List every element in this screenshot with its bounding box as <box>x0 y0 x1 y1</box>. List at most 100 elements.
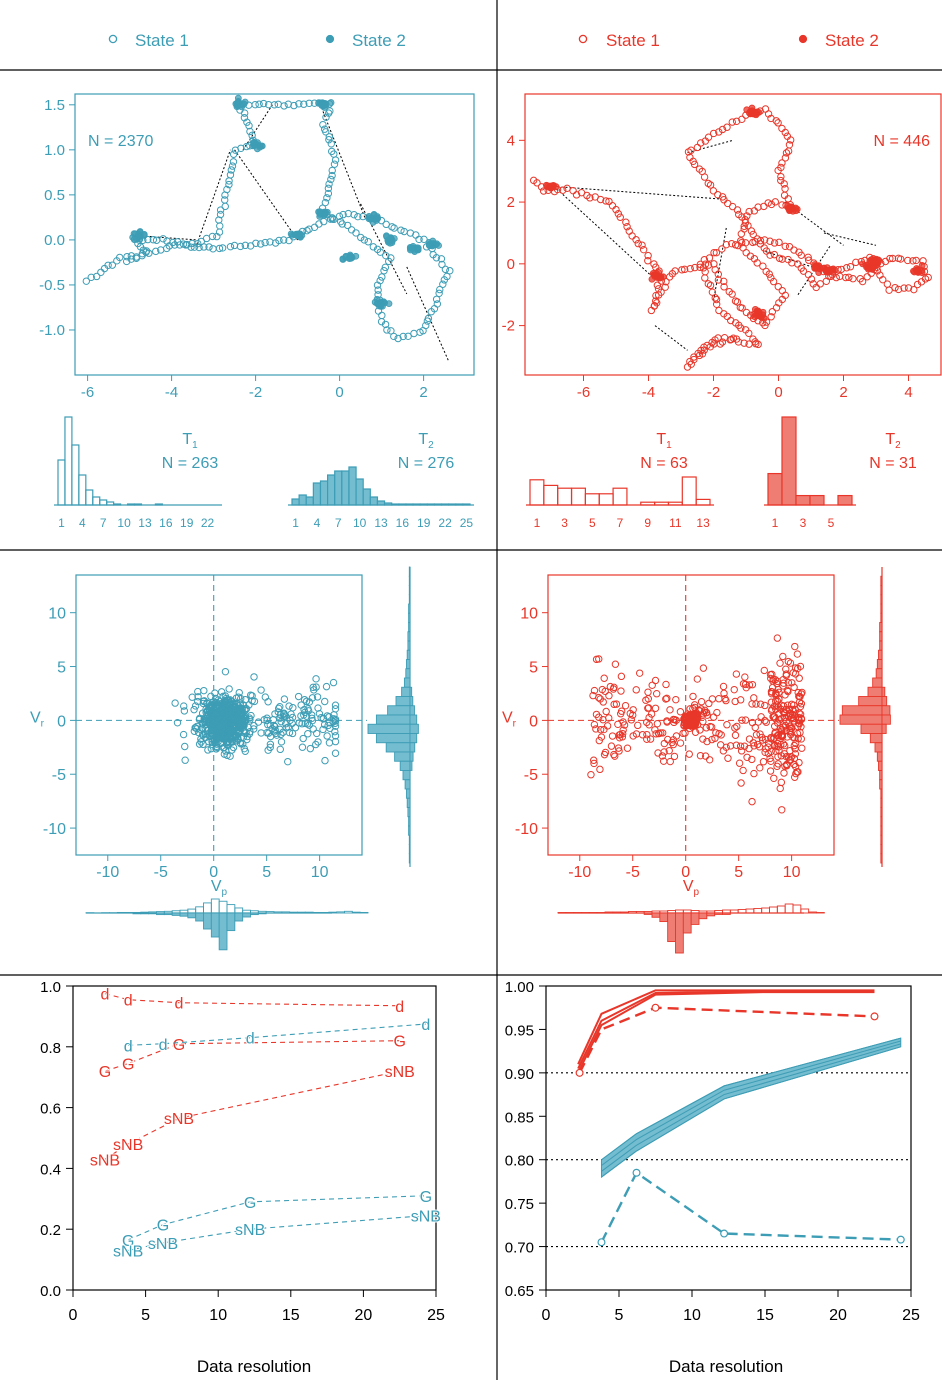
marginal-bar-right <box>881 696 888 707</box>
velocity-point <box>732 741 741 749</box>
x-tick-label: 0 <box>335 384 343 401</box>
marginal-bar-right <box>408 575 411 586</box>
track-point <box>400 227 408 236</box>
track-point <box>446 267 454 275</box>
velocity-point <box>276 703 284 711</box>
velocity-point <box>230 715 238 724</box>
series-point-label: sNB <box>113 1137 143 1154</box>
marginal-bar-right <box>409 760 413 771</box>
velocity-point <box>696 726 704 734</box>
y-tick-label: -5 <box>52 767 66 784</box>
velocity-point <box>720 689 728 698</box>
velocity-point <box>203 706 212 715</box>
velocity-point <box>309 725 317 733</box>
velocity-point <box>652 730 660 738</box>
velocity-point <box>615 747 623 755</box>
hist-bar <box>612 487 628 506</box>
velocity-point <box>211 718 219 726</box>
hist-tick-label: 25 <box>460 516 474 530</box>
track-jump <box>654 325 688 351</box>
track-point <box>836 272 844 281</box>
track-point <box>382 220 390 229</box>
velocity-point <box>785 705 794 713</box>
velocity-point <box>188 693 196 701</box>
velocity-point <box>204 719 213 728</box>
track-point <box>701 268 709 276</box>
velocity-point <box>229 717 237 725</box>
velocity-point <box>180 707 189 715</box>
track-point-state2 <box>433 240 441 248</box>
velocity-point <box>662 695 670 703</box>
velocity-point <box>723 721 731 729</box>
marginal-bar-right <box>408 585 411 596</box>
track-point <box>690 160 699 169</box>
hist-bar <box>369 496 379 506</box>
y-tick-label: 1.0 <box>40 979 61 996</box>
track-point <box>737 324 745 332</box>
track-point <box>322 128 330 136</box>
velocity-point <box>605 692 613 700</box>
track-point <box>709 129 718 138</box>
velocity-point <box>756 700 765 708</box>
marginal-bar-bottom <box>226 912 236 932</box>
track-point <box>443 272 451 281</box>
track-point <box>732 117 741 126</box>
track-point <box>176 241 184 249</box>
velocity-point <box>774 739 782 748</box>
velocity-point <box>797 723 805 731</box>
track-point <box>760 236 769 244</box>
x-tick-label: 10 <box>683 1307 701 1324</box>
velocity-point <box>708 735 716 744</box>
velocity-point <box>755 743 764 751</box>
velocity-point <box>197 738 205 746</box>
track-point <box>749 230 757 239</box>
x-tick-label: -6 <box>577 384 590 401</box>
track-point <box>300 100 308 108</box>
track-point <box>644 257 652 265</box>
velocity-point <box>280 695 289 703</box>
track-point <box>623 223 631 231</box>
track-point <box>767 313 775 321</box>
track-point <box>783 132 792 140</box>
track-point <box>328 166 336 175</box>
track-point <box>774 282 782 291</box>
series-line <box>128 1214 426 1252</box>
track-point <box>716 340 724 348</box>
marginal-bar-bottom <box>116 911 126 914</box>
x-tick-label: 15 <box>282 1307 300 1324</box>
marginal-bar-right <box>407 640 411 651</box>
velocity-point <box>738 716 746 724</box>
track-point <box>863 273 871 281</box>
y-tick-label: 1.5 <box>44 97 65 114</box>
velocity-point <box>781 741 789 750</box>
marginal-bar-bottom <box>596 912 606 914</box>
velocity-point <box>731 731 740 739</box>
velocity-point <box>273 731 281 739</box>
velocity-point <box>680 719 689 727</box>
velocity-point <box>615 734 624 742</box>
velocity-point <box>257 729 265 737</box>
track-point <box>138 251 146 260</box>
track-point <box>712 295 721 304</box>
velocity-point <box>703 737 711 746</box>
marginal-bar-bottom <box>753 908 763 914</box>
track-point <box>708 288 717 296</box>
velocity-point <box>237 723 245 731</box>
velocity-point <box>210 708 219 717</box>
velocity-point <box>794 688 802 697</box>
track-point <box>705 254 714 262</box>
series-line <box>577 991 875 1074</box>
marginal-bar-right <box>878 760 883 771</box>
velocity-point <box>691 703 699 712</box>
track-point <box>722 240 731 249</box>
marginal-bar-bottom <box>265 911 275 914</box>
marginal-bar-right <box>881 705 891 716</box>
plot-frame <box>524 93 942 376</box>
velocity-point <box>597 733 606 741</box>
velocity-point <box>304 705 312 713</box>
hist-bar <box>341 470 350 506</box>
velocity-point <box>783 762 791 770</box>
hist-bar <box>305 496 314 506</box>
track-point <box>259 99 268 108</box>
hist-tick-label: 7 <box>335 516 342 530</box>
